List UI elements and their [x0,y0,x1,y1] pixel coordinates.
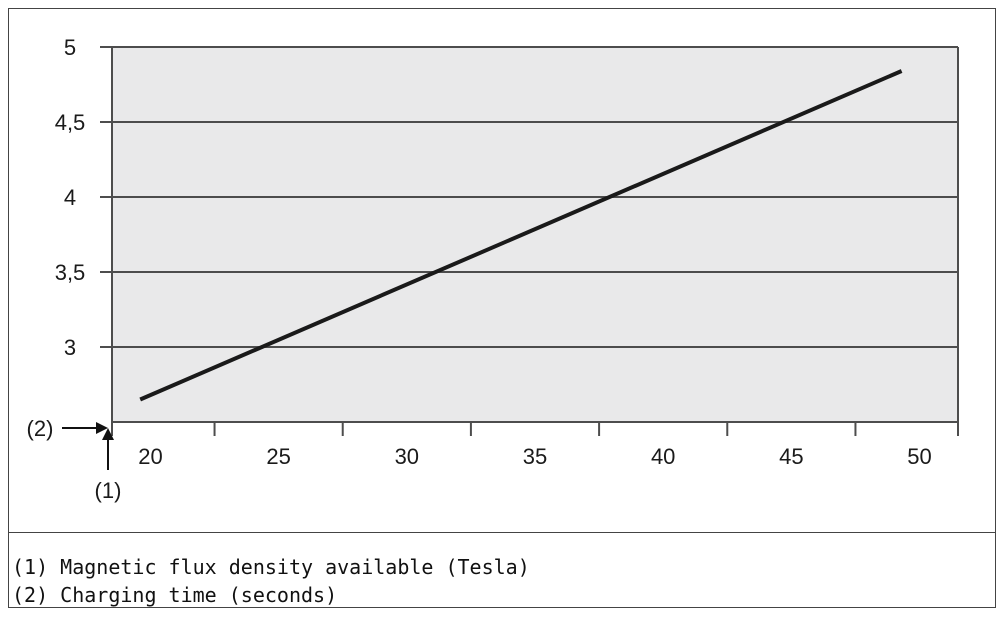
x-tick-label: 50 [907,444,931,469]
series-line [139,69,903,402]
y-axis-ticks: 3 3,5 4 4,5 5 [55,35,86,360]
y-tick-label: 4 [64,185,76,210]
x-tick-label: 30 [395,444,419,469]
legend-note-2: (2) Charging time (seconds) [12,583,338,607]
y-marker-arrowhead [96,422,108,434]
y-tick-label: 4,5 [55,110,86,135]
grid-lines [100,46,958,348]
y-tick-label: 5 [64,35,76,60]
axis-markers: (2) (1) [27,416,122,503]
series-lines [139,69,903,402]
x-axis-ticks: 20 25 30 35 40 45 50 [138,422,959,469]
legend-divider [8,532,996,533]
y-tick-label: 3,5 [55,260,86,285]
x-tick-label: 35 [523,444,547,469]
x-tick-label: 25 [266,444,290,469]
y-tick-label: 3 [64,335,76,360]
x-tick-label: 45 [779,444,803,469]
legend-note-1: (1) Magnetic flux density available (Tes… [12,555,530,579]
x-marker-arrowhead [102,428,114,440]
x-tick-label: 40 [651,444,675,469]
figure-frame [8,8,996,608]
y-marker-label: (2) [27,416,54,441]
axes [111,47,959,436]
x-marker-label: (1) [95,478,122,503]
x-tick-label: 20 [138,444,162,469]
